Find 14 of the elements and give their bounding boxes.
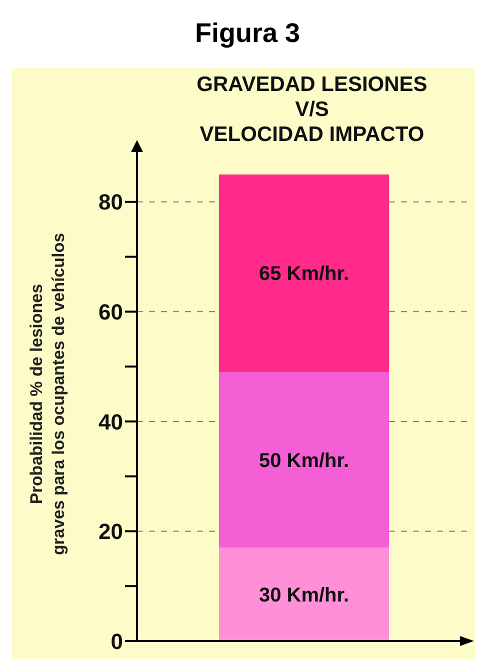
- series-label: 65 Km/hr.: [258, 263, 350, 286]
- y-tick-label: 20: [98, 519, 123, 544]
- series-label: 30 Km/hr.: [258, 584, 350, 606]
- y-tick-label: 40: [98, 409, 123, 434]
- bar: [219, 174, 389, 372]
- chart-subtitle: GRAVEDAD LESIONES V/S VELOCIDAD IMPACTO: [196, 72, 428, 147]
- bar: [219, 548, 389, 641]
- y-axis-title: Probabilidad % de lesiones graves para los ocupantes de vehículos: [27, 232, 68, 556]
- chart-title: Figura 3: [194, 17, 302, 50]
- bar: [219, 372, 389, 548]
- y-tick-label: 80: [98, 190, 123, 215]
- y-tick-label: 0: [110, 628, 123, 654]
- y-tick-label: 60: [98, 299, 123, 324]
- series-label: 50 Km/hr.: [258, 450, 350, 472]
